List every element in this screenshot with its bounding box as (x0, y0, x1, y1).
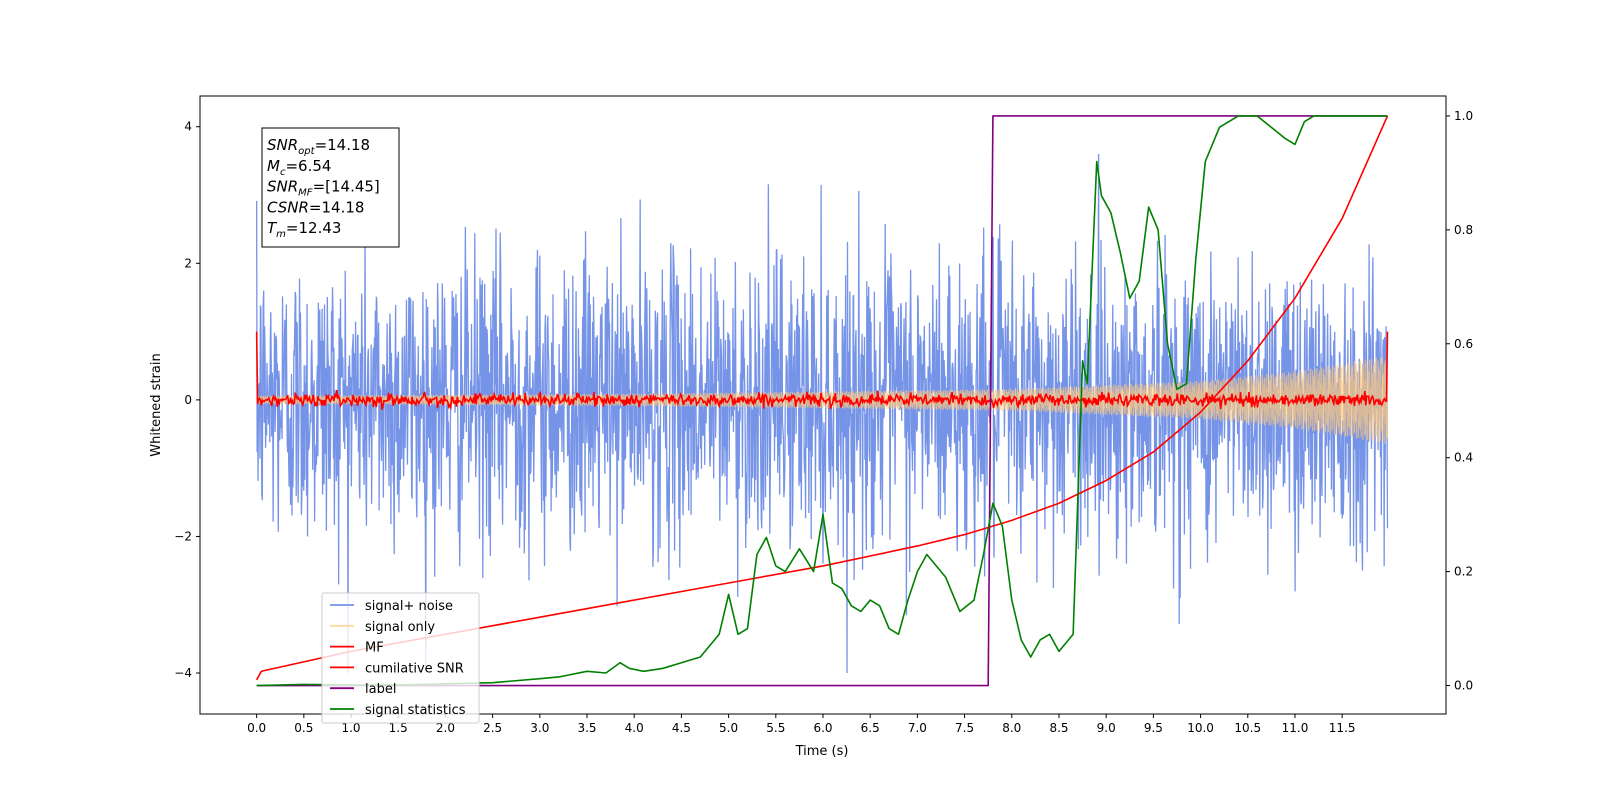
legend-label: label (365, 682, 396, 697)
annotation-line: SNRopt=14.18 (267, 136, 370, 157)
y-tick-label-right: 0.8 (1454, 223, 1473, 237)
annotation-box: SNRopt=14.18Mc=6.54SNRMF=[14.45]CSNR=14.… (261, 127, 400, 248)
x-tick-label: 8.5 (1049, 721, 1068, 735)
x-tick-label: 1.5 (389, 721, 408, 735)
series-label (256, 115, 1388, 687)
x-tick-label: 11.5 (1329, 721, 1356, 735)
y-tick-label-right: 0.4 (1454, 451, 1473, 465)
y-tick-label-right: 0.6 (1454, 337, 1473, 351)
legend: signal+ noise signal only MF cumilative SNR… (321, 592, 480, 724)
annotation-line: Mc=6.54 (267, 157, 331, 178)
annotation-line: CSNR=14.18 (267, 198, 364, 216)
series-signal-only (256, 355, 1389, 444)
y-tick-label-left: 0 (184, 393, 192, 407)
y-tick-label-left: −2 (174, 529, 192, 543)
x-tick-label: 2.0 (436, 721, 455, 735)
y-tick-label-right: 0.0 (1454, 679, 1473, 693)
x-tick-label: 7.0 (908, 721, 927, 735)
legend-frame (321, 592, 480, 724)
legend-label: signal+ noise (365, 599, 453, 614)
x-tick-label: 10.5 (1234, 721, 1261, 735)
x-tick-label: 9.5 (1144, 721, 1163, 735)
x-tick-label: 8.0 (1002, 721, 1021, 735)
x-tick-label: 7.5 (955, 721, 974, 735)
legend-label: signal only (365, 620, 435, 635)
y-tick-label-left: −4 (174, 666, 192, 680)
legend-label: MF (365, 641, 384, 656)
series-mf (255, 331, 1389, 411)
x-tick-label: 5.0 (719, 721, 738, 735)
x-axis-label: Time (s) (795, 744, 849, 759)
series-signal-noise (255, 153, 1389, 674)
legend-label: signal statistics (365, 703, 466, 718)
y-tick-label-right: 1.0 (1454, 109, 1473, 123)
x-tick-label: 4.5 (672, 721, 691, 735)
x-tick-label: 9.0 (1097, 721, 1116, 735)
x-tick-label: 5.5 (766, 721, 785, 735)
x-tick-label: 0.0 (247, 721, 266, 735)
y-tick-label-left: 4 (184, 120, 192, 134)
x-tick-label: 1.0 (341, 721, 360, 735)
y-tick-label-right: 0.2 (1454, 565, 1473, 579)
y-tick-label-left: 2 (184, 256, 192, 270)
x-tick-label: 3.0 (530, 721, 549, 735)
y-axis-label: Whitened strain (149, 353, 164, 456)
annotation-line: SNRMF=[14.45] (267, 178, 380, 199)
x-tick-label: 6.5 (861, 721, 880, 735)
x-tick-label: 10.0 (1187, 721, 1214, 735)
x-tick-label: 4.0 (625, 721, 644, 735)
series-signal-statistics (256, 115, 1388, 687)
x-tick-label: 6.0 (813, 721, 832, 735)
annotation-frame (261, 127, 400, 248)
x-tick-label: 2.5 (483, 721, 502, 735)
legend-label: cumilative SNR (365, 661, 464, 676)
x-tick-label: 0.5 (294, 721, 313, 735)
x-tick-label: 11.0 (1282, 721, 1309, 735)
annotation-line: Tm=12.43 (267, 219, 341, 240)
x-tick-label: 3.5 (577, 721, 596, 735)
